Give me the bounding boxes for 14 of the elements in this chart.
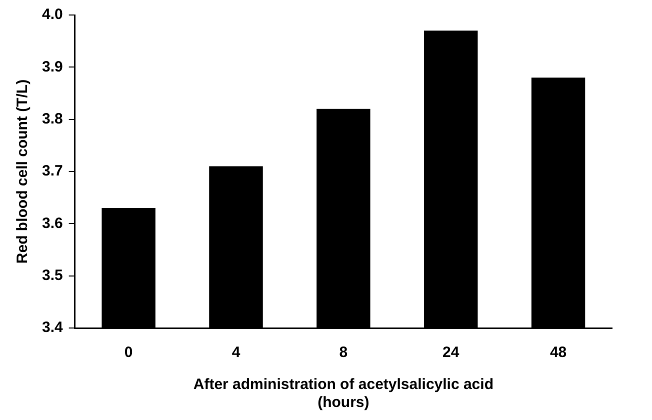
x-tick-label: 48: [550, 344, 567, 362]
y-tick-label: 3.7: [42, 162, 63, 180]
y-tick-label: 3.4: [42, 319, 64, 336]
y-tick-label: 3.8: [42, 110, 63, 128]
x-tick-label: 8: [339, 344, 348, 362]
y-axis-title: Red blood cell count (T/L): [14, 79, 32, 264]
y-tick-label: 3.6: [42, 214, 63, 232]
y-tick-label: 4.0: [42, 6, 63, 24]
x-tick-label: 0: [124, 344, 133, 362]
x-tick-label: 24: [442, 344, 460, 362]
x-axis-title: After administration of acetylsalicylic acid (hours): [193, 376, 494, 412]
x-tick-label: 4: [232, 344, 241, 362]
y-tick-label: 3.9: [42, 58, 63, 76]
y-tick-label: 3.5: [42, 266, 63, 284]
